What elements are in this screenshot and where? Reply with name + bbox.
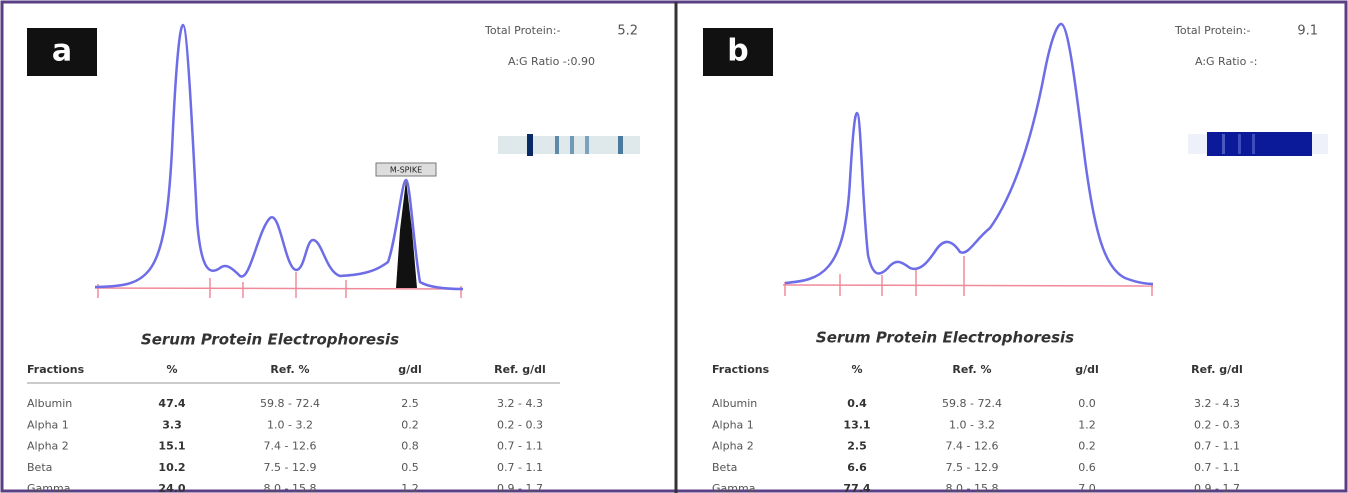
table-cell: 7.5 - 12.9	[946, 461, 999, 474]
table-title: Serum Protein Electrophoresis	[141, 331, 399, 349]
table-cell: 0.2	[1078, 440, 1096, 453]
table-cell: 1.0 - 3.2	[267, 418, 313, 431]
total-protein-label: Total Protein:-	[484, 24, 560, 37]
table-cell: 0.2 - 0.3	[497, 418, 543, 431]
table-cell: Beta	[27, 461, 52, 474]
table-cell: 47.4	[158, 397, 185, 410]
table-cell: 0.2	[401, 418, 419, 431]
table-cell: Albumin	[27, 397, 72, 410]
table-cell: 3.2 - 4.3	[497, 397, 543, 410]
column-header: Fractions	[27, 363, 85, 376]
band-strip	[498, 134, 640, 156]
table-cell: 0.7 - 1.1	[1194, 461, 1240, 474]
table-cell: 3.3	[162, 418, 182, 431]
column-header: g/dl	[1075, 363, 1099, 376]
band-strip	[1188, 132, 1328, 156]
table-cell: 10.2	[158, 461, 185, 474]
table-cell: 3.2 - 4.3	[1194, 397, 1240, 410]
table-cell: 1.2	[401, 482, 419, 493]
table-cell: 0.7 - 1.1	[497, 440, 543, 453]
table-cell: 15.1	[158, 440, 185, 453]
ag-ratio: A:G Ratio -:	[1195, 55, 1257, 68]
table-cell: 0.7 - 1.1	[1194, 440, 1240, 453]
total-protein-value: 5.2	[617, 24, 638, 39]
column-header: g/dl	[398, 363, 422, 376]
table-cell: Albumin	[712, 397, 757, 410]
table-cell: 0.9 - 1.7	[1194, 482, 1240, 493]
total-protein-label: Total Protein:-	[1174, 24, 1250, 37]
table-cell: 0.4	[847, 397, 867, 410]
table-cell: 77.4	[843, 482, 870, 493]
table-cell: Alpha 2	[27, 440, 69, 453]
table-cell: 8.0 - 15.8	[264, 482, 317, 493]
table-title: Serum Protein Electrophoresis	[816, 329, 1074, 347]
table-cell: 0.8	[401, 440, 419, 453]
table-cell: 1.2	[1078, 418, 1096, 431]
column-header: %	[166, 363, 177, 376]
table-cell: 2.5	[401, 397, 419, 410]
table-cell: 0.2 - 0.3	[1194, 418, 1240, 431]
table-cell: 59.8 - 72.4	[260, 397, 320, 410]
table-cell: 0.9 - 1.7	[497, 482, 543, 493]
table-cell: Gamma	[27, 482, 70, 493]
table-cell: 59.8 - 72.4	[942, 397, 1002, 410]
table-cell: 0.7 - 1.1	[497, 461, 543, 474]
total-protein-value: 9.1	[1297, 24, 1318, 39]
table-cell: 7.0	[1078, 482, 1096, 493]
table-cell: 0.0	[1078, 397, 1096, 410]
baseline	[95, 288, 463, 289]
column-header: Ref. %	[952, 363, 991, 376]
column-header: Ref. %	[270, 363, 309, 376]
table-cell: 13.1	[843, 418, 870, 431]
table-cell: Alpha 1	[27, 418, 69, 431]
column-header: Ref. g/dl	[1191, 363, 1243, 376]
table-cell: 7.5 - 12.9	[264, 461, 317, 474]
table-cell: 24.0	[158, 482, 185, 493]
figure: a Total Protein:- 5.2 A:G Ratio -:0.90 M-SPI…	[0, 0, 1348, 493]
table-cell: Beta	[712, 461, 737, 474]
table-cell: Alpha 1	[712, 418, 754, 431]
frame	[2, 2, 1346, 491]
table-cell: 8.0 - 15.8	[946, 482, 999, 493]
table-cell: 0.6	[1078, 461, 1096, 474]
ag-ratio: A:G Ratio -:0.90	[508, 55, 595, 68]
table-cell: Gamma	[712, 482, 755, 493]
panel-label: a	[52, 34, 72, 69]
table-cell: 7.4 - 12.6	[946, 440, 999, 453]
panel-label: b	[727, 34, 748, 69]
spike-label: M-SPIKE	[390, 166, 422, 175]
column-header: Ref. g/dl	[494, 363, 546, 376]
table-cell: 1.0 - 3.2	[949, 418, 995, 431]
table-cell: 7.4 - 12.6	[264, 440, 317, 453]
table-cell: 2.5	[847, 440, 867, 453]
table-cell: Alpha 2	[712, 440, 754, 453]
table-cell: 0.5	[401, 461, 419, 474]
table-cell: 6.6	[847, 461, 867, 474]
column-header: Fractions	[712, 363, 770, 376]
baseline	[783, 285, 1153, 286]
column-header: %	[851, 363, 862, 376]
